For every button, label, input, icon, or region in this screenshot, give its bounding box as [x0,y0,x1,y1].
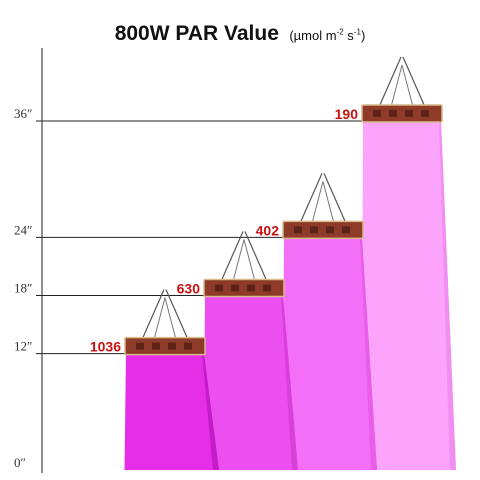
hanger-wire-3 [299,173,323,224]
lamp-module-2-3 [247,284,255,292]
beam-edge-2 [281,295,298,470]
beam-face-4 [361,121,456,470]
beam-face-1 [124,353,219,470]
hanger-wire-2-b [244,231,268,282]
lamp-module-1-3 [168,342,176,350]
hanger-wire-1 [141,289,165,340]
lamp-module-4-2 [389,110,397,117]
hanger-wire-3-b [323,173,347,224]
hanger-wire-4-b [402,56,426,108]
lamp-module-3-3 [326,226,334,234]
lamp-module-4-1 [373,110,381,117]
unit-part-3: ) [360,28,366,43]
lamp-module-1-2 [152,342,160,350]
beam-face-3 [282,237,377,470]
hanger-wire-4-c [390,64,403,108]
grow-light-2 [203,278,285,298]
grow-light-3 [282,220,364,240]
hanger-wire-2-c [232,239,245,282]
hanger-wire-1-d [164,297,177,340]
grow-light-4 [361,104,443,123]
hanger-wire-3-c [311,181,324,224]
y-tick-label-0: 0″ [14,455,26,470]
light-beam-1 [124,353,219,470]
hanger-wire-2 [220,231,244,282]
light-beam-3 [282,237,377,470]
par-value-label-4: 190 [335,106,359,122]
hanger-wire-1-c [153,297,166,340]
beam-edge-3 [360,237,377,470]
unit-exp-2: -1 [353,27,361,37]
lamp-module-3-2 [310,226,318,234]
chart-title: 800W PAR Value (µmol m-2 s-1) [0,22,480,46]
beam-edge-1 [202,353,219,470]
lamp-module-3-1 [294,226,302,234]
par-value-label-2: 630 [177,281,201,297]
hanger-wire-4-d [401,64,414,108]
beam-face-2 [203,295,298,470]
unit-part-2: s [343,28,354,43]
lamp-module-4-4 [421,110,429,117]
lamp-module-2-1 [215,284,223,292]
y-tick-label-18: 18″ [14,281,32,296]
par-value-label-3: 402 [256,222,280,238]
chart-unit: (µmol m-2 s-1) [289,28,365,43]
y-tick-label-12: 12″ [14,339,32,354]
lamp-module-1-1 [136,342,144,350]
beam-edge-4 [439,121,456,470]
lamp-module-3-4 [342,226,350,234]
unit-exp-1: -2 [336,27,344,37]
lamp-module-2-4 [263,284,271,292]
lamp-module-4-3 [405,110,413,117]
y-tick-label-36: 36″ [14,106,32,121]
y-tick-label-24: 24″ [14,222,32,237]
hanger-wire-1-b [165,289,189,340]
hanger-wire-3-d [322,181,335,224]
par-value-label-1: 1036 [90,339,121,355]
unit-part-1: (µmol m [289,28,337,43]
light-beam-2 [203,295,298,470]
chart-title-text: 800W PAR Value [114,22,279,45]
hanger-wire-4 [378,56,402,108]
hanger-wire-2-d [243,239,256,282]
lamp-module-2-2 [231,284,239,292]
light-beam-4 [361,121,456,470]
lamp-module-1-4 [184,342,192,350]
grow-light-1 [124,336,206,356]
